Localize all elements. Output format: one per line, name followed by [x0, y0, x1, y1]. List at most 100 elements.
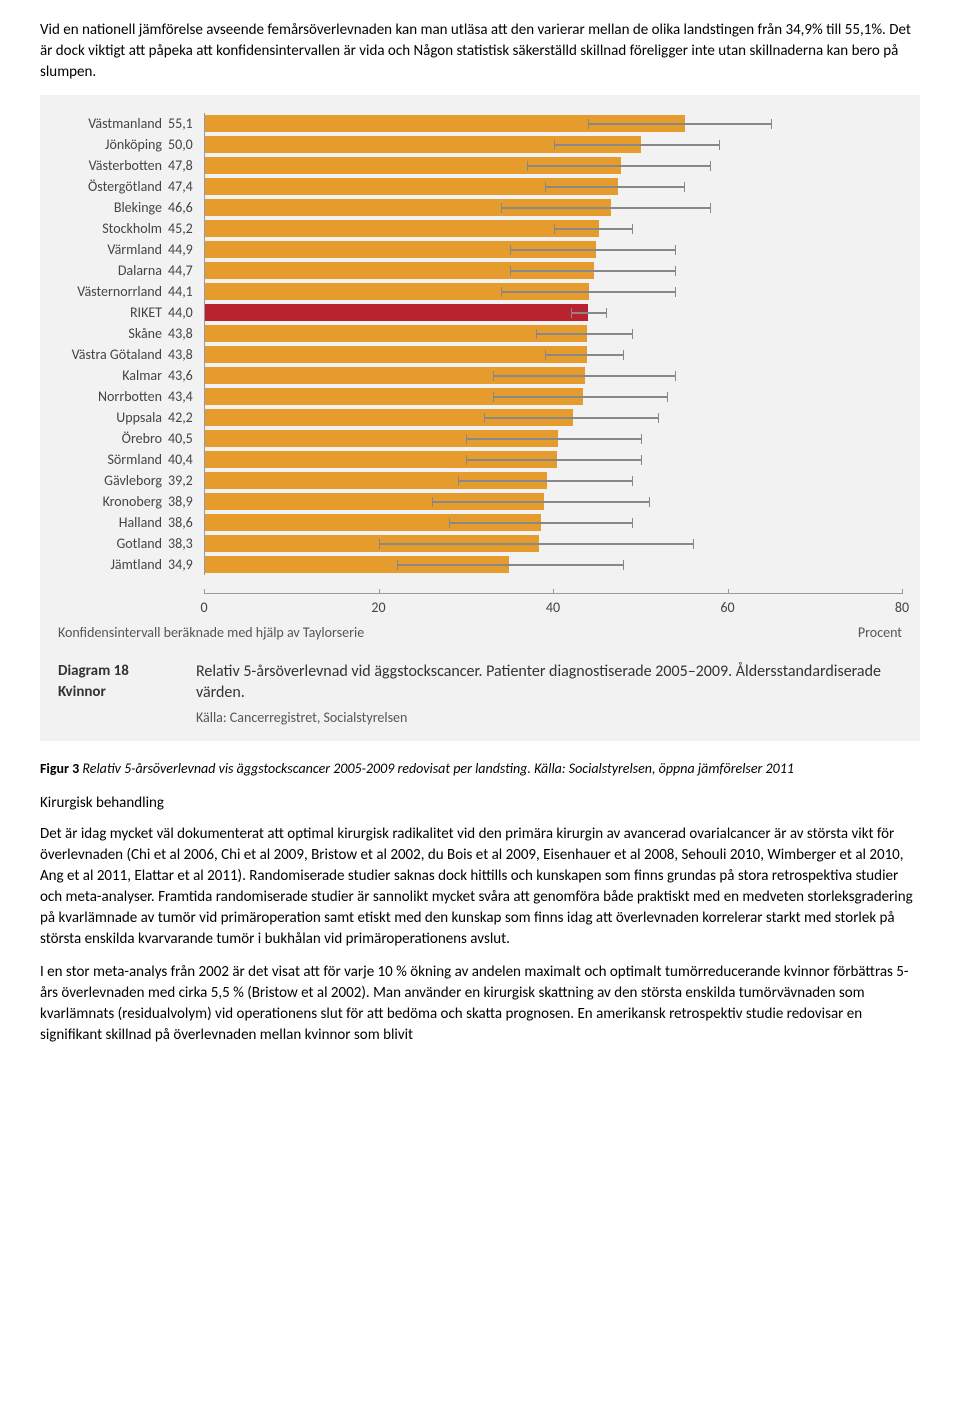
diagram-number: Diagram 18 [58, 661, 168, 682]
ci-cap-left [527, 161, 528, 171]
row-label: Västmanland [58, 114, 168, 134]
ci-cap-right [641, 455, 642, 465]
ci-cap-left [554, 224, 555, 234]
confidence-interval [571, 312, 606, 314]
row-value: 46,6 [168, 198, 204, 218]
figure-3-caption: Figur 3 Relativ 5-årsöverlevnad vis äggs… [40, 759, 920, 779]
ci-cap-left [458, 476, 459, 486]
ci-cap-left [466, 455, 467, 465]
ci-cap-right [641, 434, 642, 444]
chart-row: Västernorrland44,1 [58, 281, 902, 302]
confidence-interval [554, 228, 632, 230]
row-label: Örebro [58, 429, 168, 449]
ci-cap-right [684, 182, 685, 192]
bar-region [204, 239, 902, 260]
row-value: 43,8 [168, 345, 204, 365]
tick [379, 589, 380, 594]
section-heading: Kirurgisk behandling [40, 793, 920, 814]
row-value: 39,2 [168, 471, 204, 491]
bar-region [204, 449, 902, 470]
ci-cap-right [675, 371, 676, 381]
ci-cap-right [710, 161, 711, 171]
ci-cap-right [667, 392, 668, 402]
chart-row: Uppsala42,2 [58, 407, 902, 428]
bar-region [204, 533, 902, 554]
row-label: Norrbotten [58, 387, 168, 407]
bar [205, 220, 599, 237]
ci-cap-right [632, 329, 633, 339]
row-value: 43,4 [168, 387, 204, 407]
chart-row: Skåne43,8 [58, 323, 902, 344]
body-paragraph-1: Det är idag mycket väl dokumenterat att … [40, 824, 920, 950]
row-value: 34,9 [168, 555, 204, 575]
confidence-interval [449, 522, 632, 524]
confidence-interval [432, 501, 650, 503]
row-label: Halland [58, 513, 168, 533]
bar [205, 346, 587, 363]
bar-region [204, 113, 902, 134]
confidence-interval [501, 291, 675, 293]
bar-region [204, 512, 902, 533]
confidence-interval [527, 165, 710, 167]
tick-label: 40 [546, 598, 560, 618]
tick-label: 20 [371, 598, 385, 618]
row-label: Jämtland [58, 555, 168, 575]
chart-row: Sörmland40,4 [58, 449, 902, 470]
confidence-interval [493, 396, 667, 398]
bar-region [204, 176, 902, 197]
chart-row: Örebro40,5 [58, 428, 902, 449]
body-paragraph-2: I en stor meta-analys från 2002 är det v… [40, 962, 920, 1046]
diagram-caption: Diagram 18 Kvinnor Relativ 5-årsöverlevn… [58, 661, 902, 728]
confidence-interval [397, 564, 624, 566]
row-label: Värmland [58, 240, 168, 260]
ci-cap-right [771, 119, 772, 129]
ci-cap-right [623, 560, 624, 570]
row-label: Skåne [58, 324, 168, 344]
diagram-title: Relativ 5-årsöverlevnad vid äggstockscan… [196, 661, 902, 704]
ci-cap-right [675, 245, 676, 255]
ci-cap-right [719, 140, 720, 150]
chart-row: Norrbotten43,4 [58, 386, 902, 407]
row-value: 40,4 [168, 450, 204, 470]
row-label: Östergötland [58, 177, 168, 197]
ci-cap-left [432, 497, 433, 507]
confidence-interval [545, 354, 623, 356]
ci-cap-left [510, 245, 511, 255]
ci-cap-left [379, 539, 380, 549]
chart-row: Blekinge46,6 [58, 197, 902, 218]
row-value: 42,2 [168, 408, 204, 428]
row-value: 44,0 [168, 303, 204, 323]
chart-row: Jämtland34,9 [58, 554, 902, 575]
figure-3-text: Relativ 5-årsöverlevnad vis äggstockscan… [79, 760, 794, 777]
ci-cap-right [675, 287, 676, 297]
row-label: Uppsala [58, 408, 168, 428]
row-label: Kalmar [58, 366, 168, 386]
diagram-subgroup: Kvinnor [58, 682, 168, 703]
confidence-interval [510, 249, 676, 251]
ci-cap-left [588, 119, 589, 129]
row-label: RIKET [58, 303, 168, 323]
row-value: 38,3 [168, 534, 204, 554]
row-value: 44,9 [168, 240, 204, 260]
row-label: Gotland [58, 534, 168, 554]
ci-cap-left [493, 371, 494, 381]
row-value: 50,0 [168, 135, 204, 155]
row-value: 44,7 [168, 261, 204, 281]
ci-cap-left [545, 350, 546, 360]
row-label: Stockholm [58, 219, 168, 239]
confidence-interval [484, 417, 658, 419]
ci-cap-right [632, 476, 633, 486]
row-label: Kronoberg [58, 492, 168, 512]
confidence-interval [501, 207, 710, 209]
row-label: Dalarna [58, 261, 168, 281]
tick [902, 589, 903, 594]
bar-region [204, 218, 902, 239]
ci-cap-left [484, 413, 485, 423]
bar-region [204, 365, 902, 386]
footnote-left: Konfidensintervall beräknade med hjälp a… [58, 623, 364, 643]
tick-label: 60 [720, 598, 734, 618]
bar-region [204, 428, 902, 449]
bar-region [204, 281, 902, 302]
row-label: Västernorrland [58, 282, 168, 302]
ci-cap-right [710, 203, 711, 213]
